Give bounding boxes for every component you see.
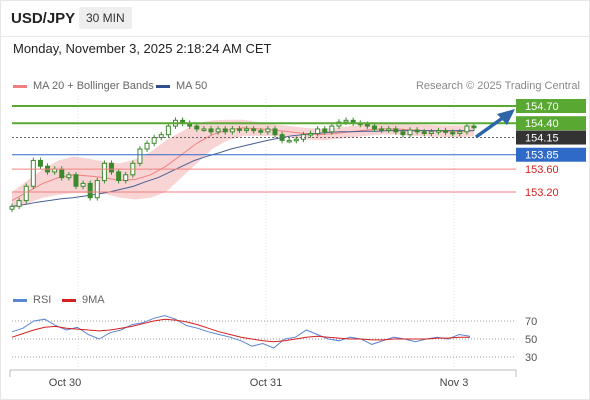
candle-body — [329, 125, 335, 133]
rsi-tick-label: 30 — [525, 352, 537, 364]
rsi-tick-label: 70 — [525, 316, 537, 328]
forecast-arrow-head — [497, 109, 515, 125]
level-box-current — [516, 130, 586, 145]
legend-ma20: MA 20 + Bollinger Bands — [13, 80, 154, 92]
level-label-support: 153.60 — [525, 164, 559, 176]
candle-body — [123, 174, 129, 182]
candle-body — [73, 174, 79, 187]
rsi-tick-label: 50 — [525, 334, 537, 346]
datetime-label: Monday, November 3, 2025 2:18:24 AM CET — [13, 41, 272, 56]
candle-body — [450, 131, 456, 135]
legend-rsi-ma: 9MA — [62, 294, 105, 306]
candle-body — [109, 162, 115, 173]
candle-body — [421, 131, 427, 135]
level-label-current: 154.15 — [525, 133, 559, 145]
candle-body — [80, 182, 86, 187]
forecast-arrow-line — [474, 115, 506, 139]
candle-body — [215, 128, 221, 133]
ma50-swatch — [156, 84, 170, 88]
candle-body — [364, 123, 370, 127]
rsi-legend-label: RSI — [33, 294, 52, 306]
candle-body — [222, 128, 228, 133]
candle-body — [457, 131, 463, 135]
candle-body — [308, 133, 314, 136]
candle-body — [386, 128, 392, 131]
candle-body — [94, 180, 100, 199]
candle-body — [393, 128, 399, 133]
candle-body — [322, 128, 328, 133]
candle-body — [286, 139, 292, 143]
x-tick-label: Nov 3 — [440, 377, 469, 389]
candle-body — [59, 168, 65, 179]
candle-body — [87, 182, 93, 199]
ma20-swatch — [13, 84, 27, 88]
timeframe-button[interactable]: 30 MIN — [79, 7, 132, 29]
candle-body — [414, 129, 420, 133]
x-tick-label: Oct 30 — [49, 377, 81, 389]
legend-rsi: RSI — [13, 294, 51, 306]
candle-body — [208, 128, 214, 133]
candle-body — [407, 129, 413, 136]
level-label-pivot: 153.85 — [525, 150, 559, 162]
candle-body — [379, 128, 385, 131]
candle-body — [144, 142, 150, 150]
rsi-ma-swatch — [62, 298, 76, 302]
level-box-resistance — [516, 99, 586, 113]
candle-body — [428, 131, 434, 135]
x-tick-label: Oct 31 — [250, 377, 282, 389]
candle-body — [236, 128, 242, 131]
candle-body — [258, 130, 264, 133]
candle-body — [9, 205, 15, 210]
ma20-legend-label: MA 20 + Bollinger Bands — [33, 80, 154, 92]
candle-body — [471, 125, 477, 129]
ma50-legend-label: MA 50 — [176, 80, 208, 92]
candle-body — [101, 162, 107, 182]
candle-body — [137, 148, 143, 164]
candle-body — [464, 125, 470, 133]
level-box-resistance — [516, 116, 586, 131]
candle-body — [315, 128, 321, 135]
level-label-resistance: 154.40 — [525, 118, 559, 130]
candle-body — [272, 128, 278, 136]
candle-body — [435, 130, 441, 133]
candle-body — [265, 128, 271, 133]
candle-body — [66, 174, 72, 179]
candle-body — [300, 134, 306, 140]
rsi-ma-line — [11, 318, 470, 343]
level-label-resistance: 154.70 — [525, 101, 559, 113]
candle-body — [23, 185, 29, 202]
candle-body — [37, 159, 43, 167]
chart-header: USD/JPY 30 MIN — [0, 0, 590, 37]
candle-body — [251, 128, 257, 132]
candle-body — [371, 125, 377, 130]
candle-body — [194, 125, 200, 130]
candle-body — [30, 159, 36, 187]
candle-body — [201, 128, 207, 131]
candle-body — [116, 171, 122, 182]
symbol-label: USD/JPY — [11, 10, 76, 27]
candle-body — [165, 125, 171, 136]
candle-body — [229, 128, 235, 133]
candle-body — [16, 200, 22, 207]
candle-body — [443, 130, 449, 133]
candle-body — [151, 137, 157, 144]
candle-body — [343, 119, 349, 123]
level-box-pivot — [516, 147, 586, 162]
credit-label: Research © 2025 Trading Central — [415, 80, 580, 92]
rsi-swatch — [13, 298, 27, 302]
candle-body — [400, 131, 406, 136]
candle-body — [244, 128, 250, 131]
candle-body — [293, 138, 299, 142]
bollinger-band — [12, 119, 474, 210]
legend-ma50: MA 50 — [156, 80, 207, 92]
rsi-ma-legend-label: 9MA — [82, 294, 105, 306]
rsi-line — [11, 315, 471, 349]
level-label-support: 153.20 — [525, 187, 559, 199]
